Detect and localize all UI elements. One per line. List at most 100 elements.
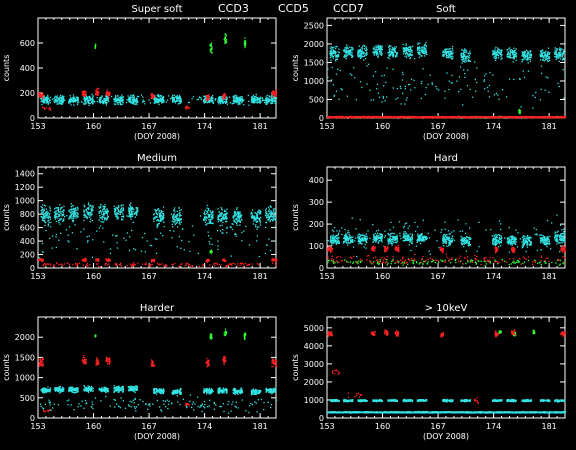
data-point <box>515 52 518 55</box>
data-point <box>408 49 410 51</box>
data-point <box>221 98 223 101</box>
scatter-point <box>467 69 469 71</box>
scatter-point <box>94 43 97 46</box>
data-point <box>129 99 131 101</box>
data-point <box>46 216 48 218</box>
data-point <box>366 53 368 55</box>
scatter-point <box>486 86 489 89</box>
scatter-point <box>125 101 128 104</box>
data-point <box>461 52 463 54</box>
data-point <box>77 98 79 101</box>
x-tick-label: 160 <box>86 272 101 281</box>
data-point <box>448 55 450 57</box>
data-point <box>408 55 410 58</box>
scatter-point <box>448 88 450 91</box>
data-point <box>404 50 406 52</box>
data-point <box>153 98 155 100</box>
data-point <box>162 98 164 100</box>
data-point <box>53 101 56 104</box>
data-point <box>437 116 439 118</box>
scatter-point <box>335 90 338 92</box>
data-point <box>545 58 547 60</box>
data-point <box>500 54 502 56</box>
data-point <box>391 49 393 51</box>
data-point <box>334 50 336 52</box>
data-point <box>405 49 407 51</box>
data-point <box>406 48 408 50</box>
data-point <box>513 56 515 58</box>
data-point <box>362 59 365 61</box>
scatter-point <box>407 83 410 86</box>
scatter-point <box>142 101 144 103</box>
data-point <box>211 47 213 49</box>
data-point <box>345 52 348 54</box>
data-point <box>156 94 159 97</box>
data-point <box>414 117 416 119</box>
data-point <box>512 50 514 52</box>
data-point <box>358 51 360 53</box>
scatter-point <box>333 94 336 97</box>
scatter-point <box>93 100 95 102</box>
data-point <box>331 54 333 56</box>
data-point <box>275 88 278 91</box>
data-point <box>154 100 156 103</box>
data-point <box>173 94 176 96</box>
data-point <box>88 96 91 98</box>
data-point <box>357 55 359 57</box>
data-point <box>554 47 556 49</box>
data-point <box>357 53 359 56</box>
data-point <box>209 45 211 47</box>
data-point <box>403 51 405 53</box>
data-point <box>541 55 544 58</box>
data-point <box>449 54 451 57</box>
data-point <box>245 40 247 42</box>
data-point <box>506 56 508 58</box>
data-point <box>273 97 275 99</box>
scatter-point <box>165 101 167 103</box>
scatter-point <box>404 85 406 88</box>
data-point <box>332 55 335 58</box>
data-point <box>160 97 162 99</box>
data-point <box>267 99 269 101</box>
data-point <box>491 115 494 118</box>
data-point <box>530 56 532 58</box>
scatter-point <box>114 98 117 101</box>
data-point <box>425 52 427 54</box>
scatter-point <box>378 96 381 98</box>
scatter-point <box>476 67 478 69</box>
data-point <box>225 35 228 37</box>
y-tick-label: 0 <box>319 114 324 123</box>
data-point <box>405 51 407 53</box>
scatter-point <box>431 82 433 84</box>
data-point <box>349 117 351 119</box>
data-point <box>392 55 394 57</box>
data-point <box>374 52 376 54</box>
data-point <box>493 52 495 54</box>
scatter-point <box>113 103 115 105</box>
data-point <box>410 49 412 51</box>
data-point <box>416 115 418 118</box>
data-point <box>38 92 40 94</box>
data-point <box>205 96 208 99</box>
data-point <box>43 213 46 215</box>
data-point <box>445 48 447 51</box>
data-point <box>329 56 332 59</box>
data-point <box>209 44 212 46</box>
y-tick-label: 400 <box>20 64 35 73</box>
data-point <box>73 96 75 99</box>
x-tick-label: 153 <box>319 122 334 131</box>
scatter-point <box>135 97 138 99</box>
data-point <box>88 99 91 102</box>
scatter-point <box>100 96 102 99</box>
data-point <box>408 116 410 118</box>
data-point <box>105 104 108 106</box>
data-point <box>47 97 49 100</box>
data-point <box>376 50 378 53</box>
scatter-point <box>266 102 268 104</box>
data-point <box>448 53 450 56</box>
data-point <box>122 99 124 101</box>
data-point <box>49 99 51 101</box>
data-point <box>552 116 554 118</box>
